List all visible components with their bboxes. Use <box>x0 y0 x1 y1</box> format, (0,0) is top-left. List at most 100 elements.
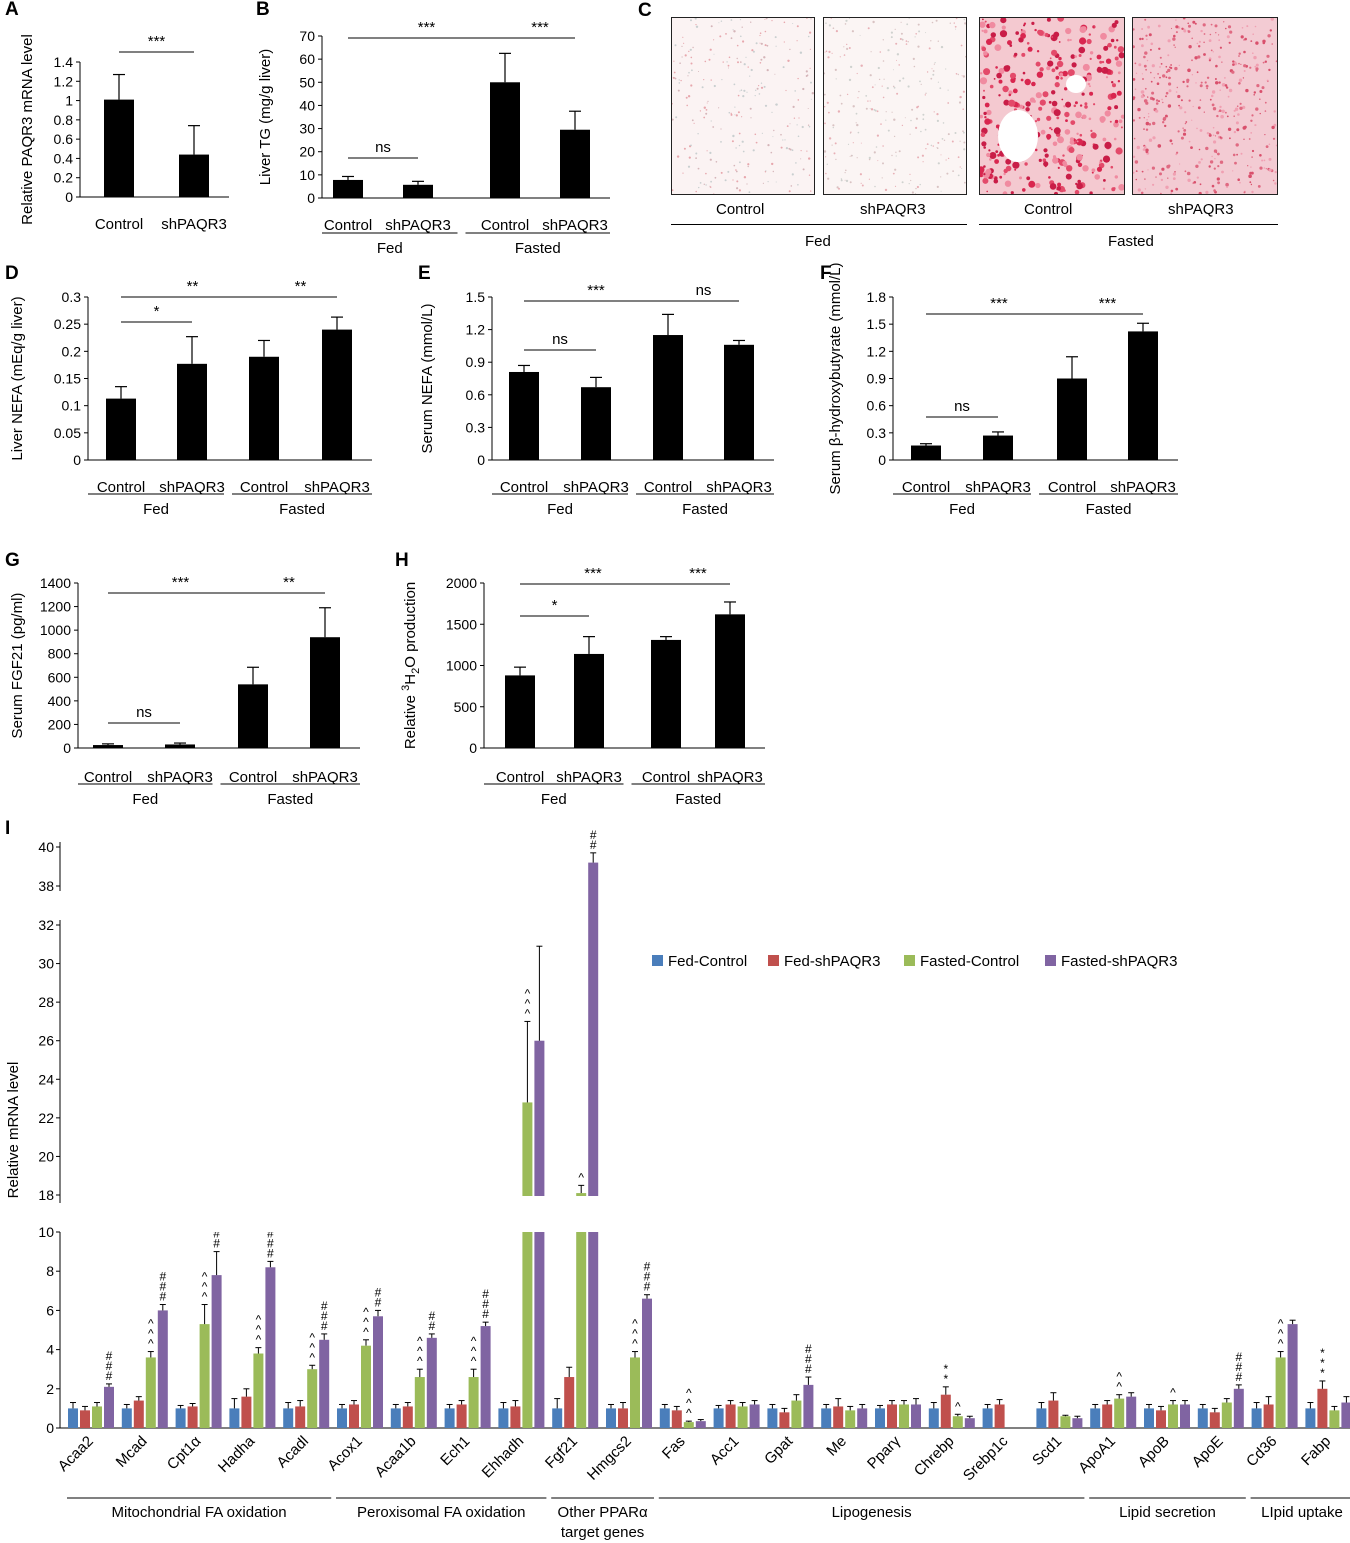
panel-i-bar-12-0 <box>713 1408 724 1428</box>
panel-h-category-label: shPAQR3 <box>697 769 763 786</box>
micrograph-stain-spot <box>760 82 763 84</box>
micrograph-stain-spot <box>1167 68 1171 73</box>
panel-d-y-tick-label: 0.1 <box>62 398 82 414</box>
micrograph-stain-spot <box>1143 145 1147 149</box>
micrograph-stain-spot <box>808 157 811 160</box>
micrograph-stain-spot <box>1209 33 1212 36</box>
micrograph-stain-spot <box>874 185 876 188</box>
micrograph-stain-spot <box>1134 88 1137 90</box>
micrograph-stain-spot <box>1198 148 1201 151</box>
micrograph-stain-spot <box>771 20 773 22</box>
micrograph-stain-spot <box>1168 82 1172 86</box>
micrograph-stain-spot <box>1249 171 1252 175</box>
micrograph-stain-spot <box>690 62 693 65</box>
micrograph-stain-spot <box>989 84 994 89</box>
micrograph-stain-spot <box>1026 42 1030 45</box>
micrograph-stain-spot <box>1118 119 1123 124</box>
micrograph-stain-spot <box>1270 18 1274 21</box>
micrograph-stain-spot <box>940 154 942 156</box>
panel-i-significance-mark: ^ <box>955 1399 961 1413</box>
micrograph-stain-spot <box>1173 34 1176 38</box>
micrograph-stain-spot <box>893 118 896 121</box>
micrograph-stain-spot <box>920 130 922 133</box>
micrograph-stain-spot <box>706 102 708 104</box>
panel-a-bar-1 <box>179 154 209 197</box>
panel-i-category-label: Srebp1c <box>960 1432 1012 1484</box>
micrograph-stain-spot <box>1167 39 1171 43</box>
micrograph-stain-spot <box>962 90 965 93</box>
micrograph-fed-shpaqr3 <box>823 17 967 195</box>
micrograph-stain-spot <box>1175 31 1178 34</box>
panel-i-y-tick-label: 0 <box>46 1420 54 1436</box>
micrograph-stain-spot <box>1179 163 1181 165</box>
panel-b-bar-3 <box>560 129 590 198</box>
panel-i-bar-13-3 <box>803 1384 814 1428</box>
micrograph-stain-spot <box>739 90 741 92</box>
panel-e-category-label: Control <box>500 479 548 496</box>
micrograph-stain-spot <box>847 143 850 145</box>
panel-i-significance-mark: ^ <box>632 1317 638 1331</box>
micrograph-stain-spot <box>1198 191 1202 194</box>
micrograph-stain-spot <box>1048 100 1052 104</box>
micrograph-stain-spot <box>917 156 920 159</box>
micrograph-stain-spot <box>1240 152 1243 155</box>
micrograph-stain-spot <box>746 183 748 185</box>
micrograph-stain-spot <box>1269 29 1272 32</box>
micrograph-stain-spot <box>876 110 879 113</box>
micrograph-stain-spot <box>695 190 697 193</box>
micrograph-stain-spot <box>1203 111 1205 113</box>
panel-b-group-label: Fed <box>377 240 403 257</box>
micrograph-stain-spot <box>1162 74 1166 78</box>
panel-i-bar-2-3 <box>211 1275 222 1428</box>
micrograph-stain-spot <box>1243 191 1246 194</box>
micrograph-stain-spot <box>1177 130 1180 133</box>
micrograph-stain-spot <box>1064 129 1071 135</box>
micrograph-stain-spot <box>738 144 741 147</box>
micrograph-stain-spot <box>912 57 915 61</box>
panel-i-significance-mark: ^ <box>309 1330 315 1344</box>
micrograph-stain-spot <box>1187 30 1191 33</box>
micrograph-stain-spot <box>826 163 828 165</box>
micrograph-stain-spot <box>989 152 997 159</box>
micrograph-stain-spot <box>1056 60 1064 68</box>
micrograph-stain-spot <box>1176 151 1179 154</box>
micrograph-stain-spot <box>1212 126 1215 129</box>
micrograph-stain-spot <box>760 86 764 89</box>
micrograph-stain-spot <box>687 75 689 77</box>
micrograph-stain-spot <box>1231 70 1235 74</box>
micrograph-stain-spot <box>1035 92 1042 99</box>
panel-b-category-label: Control <box>481 217 529 234</box>
micrograph-stain-spot <box>1184 111 1187 114</box>
micrograph-stain-spot <box>947 157 950 160</box>
micrograph-stain-spot <box>1101 68 1105 71</box>
micrograph-stain-spot <box>843 46 845 48</box>
panel-d-y-tick-label: 0.25 <box>54 316 81 332</box>
micrograph-stain-spot <box>945 68 947 70</box>
panel-i-significance-mark: ^ <box>417 1354 423 1368</box>
micrograph-stain-spot <box>1107 106 1112 111</box>
panel-i-y-tick-label: 20 <box>38 1148 54 1164</box>
panel-i-bar-10-2 <box>630 1357 640 1428</box>
micrograph-stain-spot <box>1047 60 1054 67</box>
micrograph-stain-spot <box>784 139 786 141</box>
micrograph-stain-spot <box>925 92 927 95</box>
micrograph-stain-spot <box>738 132 741 135</box>
micrograph-stain-spot <box>901 38 903 40</box>
micrograph-stain-spot <box>1076 132 1079 135</box>
panel-i-gene-group-label: Lipid secretion <box>1119 1504 1216 1521</box>
micrograph-stain-spot <box>1218 39 1221 42</box>
micrograph-stain-spot <box>898 64 900 66</box>
micrograph-stain-spot <box>1232 170 1234 172</box>
panel-i-significance-mark: # <box>267 1226 274 1240</box>
micrograph-stain-spot <box>882 145 884 147</box>
micrograph-stain-spot <box>880 123 882 125</box>
micrograph-stain-spot <box>990 32 996 38</box>
panel-f-bar-1 <box>983 435 1013 460</box>
panel-i-significance-mark: ^ <box>148 1337 154 1351</box>
micrograph-stain-spot <box>1113 137 1117 141</box>
panel-i-category-label: Cd36 <box>1243 1433 1280 1470</box>
panel-i-category-label: Cpt1α <box>164 1433 205 1474</box>
panel-i-significance-mark: ^ <box>363 1315 369 1329</box>
panel-g-category-label: shPAQR3 <box>147 769 213 786</box>
